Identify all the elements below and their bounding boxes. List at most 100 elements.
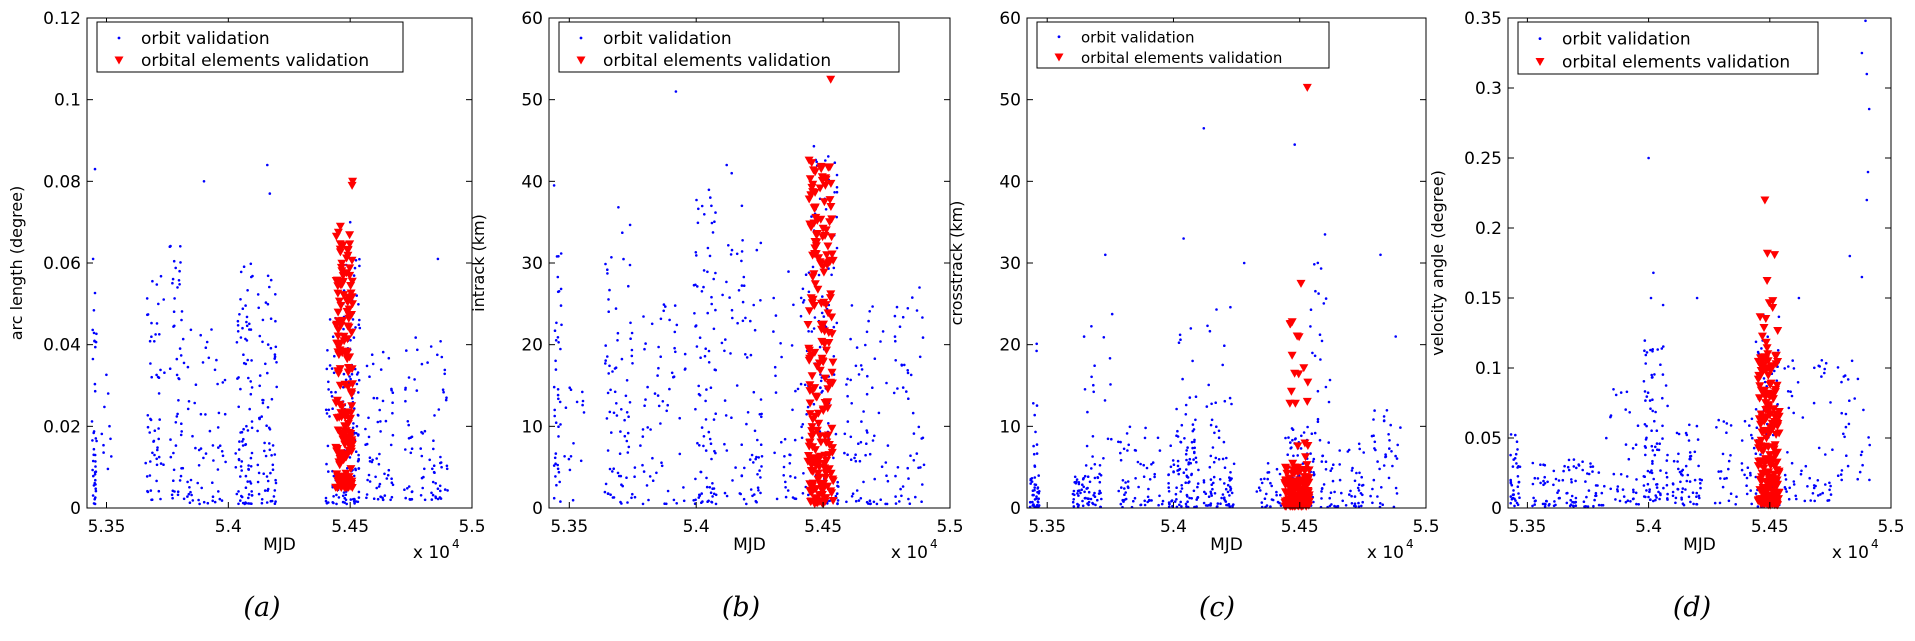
point-orbital-elements-validation (1292, 493, 1302, 502)
point-orbit-validation (673, 304, 677, 307)
point-orbit-validation (881, 330, 885, 333)
legend-label-orbital-elements-validation: orbital elements validation (1562, 53, 1790, 73)
point-orbit-validation (182, 497, 186, 501)
point-orbital-elements-validation (823, 398, 832, 407)
point-orbit-validation (1665, 475, 1669, 479)
point-orbit-validation (1717, 470, 1720, 473)
point-orbital-elements-validation (827, 424, 837, 433)
point-orbit-validation (1223, 466, 1227, 470)
point-orbit-validation (1206, 324, 1209, 328)
point-orbit-validation (1514, 433, 1517, 437)
point-orbit-validation (1031, 500, 1034, 504)
point-orbit-validation (187, 492, 191, 496)
point-orbit-validation (247, 464, 250, 467)
point-orbit-validation (1848, 254, 1852, 258)
point-orbit-validation (1695, 424, 1699, 428)
point-orbit-validation (92, 453, 95, 457)
point-orbit-validation (1373, 440, 1377, 444)
point-orbital-elements-validation (806, 497, 816, 506)
point-orbit-validation (1751, 436, 1754, 440)
point-orbit-validation (1544, 502, 1547, 506)
point-orbit-validation (1174, 492, 1178, 496)
point-orbit-validation (1186, 446, 1189, 449)
point-orbit-validation (1361, 500, 1364, 504)
point-orbit-validation (1214, 456, 1218, 460)
point-orbit-validation (197, 464, 201, 467)
point-orbital-elements-validation (1762, 344, 1772, 353)
point-orbit-validation (1230, 477, 1233, 480)
point-orbit-validation (1577, 464, 1581, 467)
point-orbit-validation (269, 499, 273, 503)
point-orbital-elements-validation (1762, 249, 1772, 258)
point-orbital-elements-validation (1304, 501, 1314, 510)
point-orbit-validation (443, 488, 447, 491)
point-orbit-validation (1642, 475, 1646, 478)
point-orbit-validation (641, 502, 645, 506)
point-orbit-validation (205, 340, 209, 344)
point-orbit-validation (163, 371, 166, 375)
point-orbit-validation (1192, 458, 1195, 461)
point-orbit-validation (837, 485, 840, 488)
point-orbit-validation (246, 429, 250, 432)
point-orbit-validation (779, 342, 782, 345)
point-orbit-validation (357, 467, 361, 470)
point-orbit-validation (704, 399, 707, 403)
point-orbit-validation (368, 375, 371, 379)
point-orbital-elements-validation (810, 244, 820, 253)
point-orbit-validation (893, 314, 897, 318)
point-orbit-validation (1627, 457, 1631, 461)
point-orbit-validation (1792, 483, 1796, 486)
point-orbit-validation (915, 452, 919, 455)
point-orbit-validation (850, 495, 854, 498)
point-orbit-validation (917, 425, 921, 429)
point-orbit-validation (218, 497, 222, 501)
point-orbit-validation (1204, 492, 1208, 496)
point-orbital-elements-validation (1296, 279, 1306, 288)
point-orbit-validation (383, 472, 386, 476)
point-orbit-validation (1320, 497, 1323, 500)
point-orbit-validation (1619, 391, 1623, 394)
point-orbit-validation (697, 384, 700, 388)
point-orbital-elements-validation (347, 328, 357, 337)
point-orbit-validation (1587, 472, 1591, 476)
point-orbit-validation (337, 496, 341, 499)
point-orbit-validation (342, 327, 345, 331)
point-orbit-validation (1217, 458, 1221, 461)
point-orbit-validation (1654, 494, 1657, 497)
point-orbit-validation (1123, 493, 1126, 497)
point-orbit-validation (1126, 449, 1129, 452)
point-orbit-validation (1124, 481, 1127, 484)
series-orbital-elements-validation (803, 75, 838, 509)
point-orbital-elements-validation (1284, 495, 1294, 504)
point-orbit-validation (1836, 366, 1840, 369)
point-orbit-validation (620, 408, 623, 411)
y-tick-label: 20 (999, 336, 1021, 356)
point-orbit-validation (1087, 503, 1090, 507)
point-orbit-validation (700, 204, 704, 208)
point-orbit-validation (1033, 488, 1036, 492)
point-orbit-validation (724, 414, 728, 417)
point-orbit-validation (1033, 486, 1036, 489)
point-orbit-validation (616, 471, 620, 475)
point-orbit-validation (1674, 496, 1678, 500)
point-orbit-validation (1865, 72, 1869, 76)
point-orbit-validation (1624, 443, 1628, 446)
point-orbit-validation (1098, 464, 1102, 467)
point-orbit-validation (1609, 487, 1612, 491)
point-orbital-elements-validation (345, 264, 355, 273)
point-orbital-elements-validation (807, 372, 817, 381)
point-orbit-validation (1616, 489, 1619, 493)
point-orbit-validation (759, 241, 763, 245)
point-orbit-validation (350, 372, 354, 376)
point-orbit-validation (853, 456, 856, 460)
point-orbit-validation (552, 496, 556, 500)
point-orbital-elements-validation (346, 465, 356, 474)
point-orbit-validation (1866, 170, 1870, 174)
point-orbit-validation (1178, 503, 1181, 507)
point-orbit-validation (273, 489, 277, 492)
point-orbit-validation (1591, 465, 1595, 468)
point-orbit-validation (835, 246, 839, 250)
point-orbit-validation (1658, 497, 1661, 501)
point-orbit-validation (1725, 431, 1728, 435)
